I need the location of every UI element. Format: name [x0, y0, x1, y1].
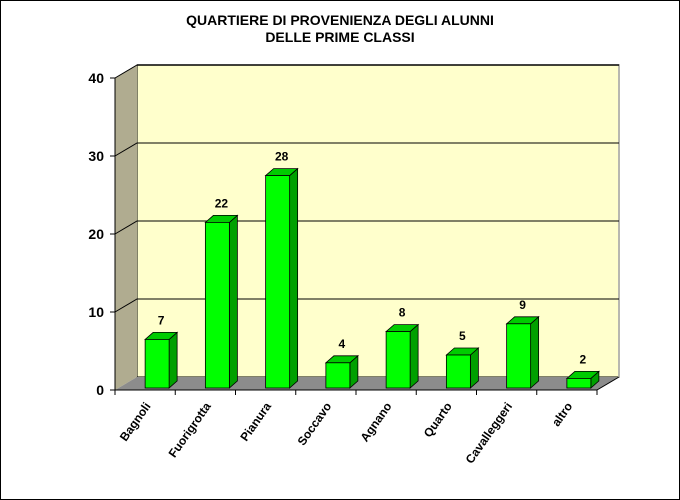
gridline	[114, 298, 619, 313]
chart-title-line-2: DELLE PRIME CLASSI	[265, 29, 415, 45]
data-label: 9	[519, 298, 526, 312]
x-tick-label: Quarto	[421, 400, 455, 440]
bar	[264, 167, 299, 389]
bar-side	[228, 214, 238, 389]
bar-side	[530, 315, 540, 389]
gridline	[114, 142, 619, 157]
bar	[385, 323, 420, 389]
data-label: 5	[459, 329, 466, 343]
bar-front	[204, 221, 230, 389]
data-label: 7	[158, 313, 165, 327]
axes: 0 10 20 30 40	[88, 70, 620, 398]
bar-front	[265, 175, 291, 389]
bar-side	[168, 331, 178, 389]
bar-side	[409, 323, 419, 389]
bar	[565, 370, 600, 389]
bar-side	[289, 167, 299, 389]
floor	[115, 377, 619, 390]
bar	[505, 315, 540, 389]
gridline	[114, 220, 619, 235]
bar	[445, 347, 480, 389]
bar	[144, 331, 179, 389]
y-tick-label: 30	[88, 148, 104, 164]
plot-walls	[115, 64, 620, 390]
bar-front	[385, 331, 411, 389]
x-tick-label: Agnano	[357, 400, 394, 445]
data-label: 8	[399, 306, 406, 320]
bar-front	[445, 354, 471, 389]
data-label: 22	[215, 196, 229, 210]
bar-front	[506, 323, 532, 389]
bar-front	[566, 377, 592, 389]
bar	[324, 354, 359, 389]
x-tick-label: Bagnoli	[117, 400, 154, 444]
x-tick-label: Fuorigrotta	[166, 399, 214, 460]
y-tick-label: 10	[88, 304, 104, 320]
gridlines	[114, 64, 619, 313]
bar-front	[325, 362, 351, 389]
y-tick-label: 0	[96, 382, 104, 398]
x-tick-label: Pianura	[237, 399, 274, 443]
data-label: 28	[275, 150, 289, 164]
data-label: 4	[339, 337, 346, 351]
floor-edge	[596, 376, 620, 391]
y-tick-label: 20	[88, 226, 104, 242]
chart-title: QUARTIERE DI PROVENIENZA DEGLI ALUNNI DE…	[0, 12, 680, 46]
y-tick-label: 40	[88, 70, 104, 86]
x-tick-label: Cavalleggeri	[463, 400, 515, 466]
chart-title-line-1: QUARTIERE DI PROVENIENZA DEGLI ALUNNI	[186, 12, 494, 28]
bar	[204, 214, 239, 389]
x-tick-label: Soccavo	[295, 400, 335, 448]
bar-front	[144, 338, 170, 389]
bars	[144, 167, 600, 389]
data-label: 2	[580, 352, 587, 366]
x-tick-label: altro	[549, 400, 575, 429]
